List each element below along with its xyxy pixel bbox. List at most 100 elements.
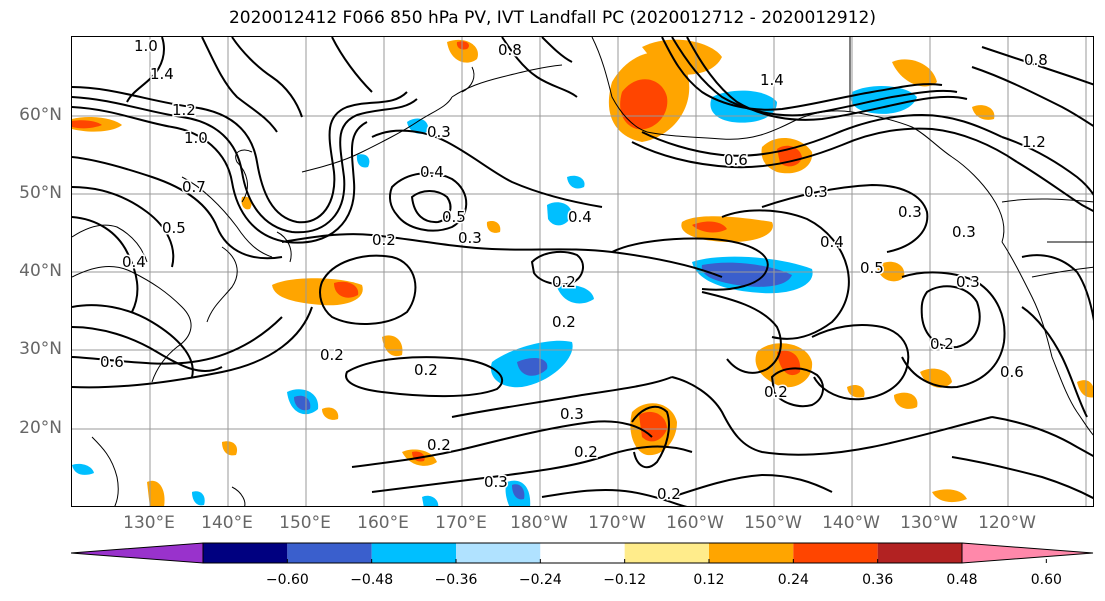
contour-label: 0.6 [724, 151, 748, 169]
contour-label: 0.3 [458, 229, 482, 247]
contour-label: 1.4 [150, 65, 174, 83]
negative-anomaly [407, 118, 429, 134]
contour-label: 0.3 [804, 183, 828, 201]
contour-label: 0.8 [1024, 51, 1048, 69]
colorbar-segment [709, 543, 794, 563]
lat-label: 40°N [19, 261, 62, 281]
contour-label: 1.4 [760, 71, 784, 89]
lat-label: 60°N [19, 105, 62, 125]
colorbar-extend-low [71, 542, 204, 564]
positive-anomaly [322, 407, 339, 420]
lon-label: 140°E [201, 513, 253, 533]
colorbar-tick-label: −0.24 [518, 572, 562, 588]
lon-label: 160°E [357, 513, 409, 533]
colorbar-segment [540, 543, 625, 563]
contour-label: 0.3 [952, 223, 976, 241]
contour-label: 0.6 [1000, 363, 1024, 381]
map-canvas: 1.0 1.4 0.8 1.2 1.0 0.3 0.4 0.5 0.2 0.3 … [72, 37, 1093, 506]
negative-anomaly [422, 495, 439, 506]
positive-anomaly [241, 196, 252, 210]
lon-label: 130°E [123, 513, 175, 533]
contour-label: 0.3 [898, 203, 922, 221]
contour-label: 0.4 [122, 253, 146, 271]
colorbar-tick-label: −0.48 [350, 572, 394, 588]
negative-anomaly [356, 154, 370, 168]
colorbar-tick-label: 0.48 [946, 572, 978, 588]
contour-label: 0.4 [420, 163, 444, 181]
contour-label: 0.3 [484, 473, 508, 491]
contour-label: 0.5 [442, 208, 466, 226]
positive-anomaly [222, 441, 238, 456]
negative-anomaly [701, 262, 792, 287]
positive-anomaly [334, 281, 359, 298]
negative-anomaly [512, 484, 525, 500]
contour-label: 0.2 [764, 383, 788, 401]
positive-anomaly [639, 411, 667, 442]
contour-label: 0.2 [552, 313, 576, 331]
colorbar-tick-label: 0.60 [1030, 572, 1062, 588]
lon-label: 120°W [978, 513, 1036, 533]
contour-label: 0.2 [930, 335, 954, 353]
colorbar-segment [287, 543, 372, 563]
colorbar [71, 542, 1094, 564]
colorbar-outline [202, 542, 963, 564]
positive-anomaly [1077, 380, 1093, 398]
negative-anomaly [192, 491, 205, 506]
contour-label: 0.4 [820, 233, 844, 251]
colorbar-segment [371, 543, 456, 563]
contour-label: 0.2 [574, 443, 598, 461]
negative-anomaly [567, 175, 585, 189]
contour-label: 0.4 [568, 208, 592, 226]
negative-anomaly [557, 285, 594, 304]
contour-label: 0.3 [427, 123, 451, 141]
contour-label: 0.2 [414, 361, 438, 379]
positive-anomaly [642, 39, 722, 75]
lon-label: 150°W [744, 513, 802, 533]
positive-anomaly [847, 385, 865, 398]
chart-title: 2020012412 F066 850 hPa PV, IVT Landfall… [228, 8, 876, 28]
contour-label: 0.2 [320, 346, 344, 364]
contour-label: 0.5 [162, 219, 186, 237]
positive-anomaly [456, 41, 469, 50]
contour-label: 0.5 [860, 259, 884, 277]
contour-label: 0.6 [100, 353, 124, 371]
colorbar-tick-label: 0.24 [777, 572, 809, 588]
colorbar-segment [793, 543, 878, 563]
positive-anomaly [932, 489, 967, 503]
colorbar-tick-label: 0.36 [862, 572, 894, 588]
positive-anomaly [486, 221, 501, 233]
colorbar-tick-label: 0.12 [693, 572, 725, 588]
contour-label: 0.2 [372, 231, 396, 249]
negative-anomaly [72, 463, 94, 475]
positive-anomaly [972, 105, 995, 120]
lon-label: 150°E [279, 513, 331, 533]
positive-anomaly [620, 79, 668, 130]
positive-anomaly [72, 120, 102, 129]
lon-label: 160°W [666, 513, 724, 533]
contour-label: 0.8 [498, 41, 522, 59]
positive-anomaly [147, 480, 165, 506]
positive-anomaly [692, 221, 727, 233]
colorbar-segment [624, 543, 709, 563]
lon-label: 130°W [900, 513, 958, 533]
contour-label: 0.2 [427, 436, 451, 454]
positive-anomaly [382, 335, 403, 357]
contour-label: 1.0 [134, 37, 158, 55]
contour-label: 0.3 [956, 273, 980, 291]
contour-label-group: 1.0 1.4 0.8 1.2 1.0 0.3 0.4 0.5 0.2 0.3 … [99, 37, 1050, 505]
contour-label: 1.2 [1022, 133, 1046, 151]
lat-label: 30°N [19, 339, 62, 359]
contour-label: 0.3 [560, 405, 584, 423]
contour-label: 0.2 [657, 485, 681, 503]
colorbar-segment [456, 543, 541, 563]
contour-label: 1.2 [172, 101, 196, 119]
colorbar-extend-high [961, 542, 1094, 564]
colorbar-segment [877, 543, 962, 563]
map-panel: 1.0 1.4 0.8 1.2 1.0 0.3 0.4 0.5 0.2 0.3 … [71, 36, 1094, 507]
positive-anomaly [892, 59, 937, 87]
colorbar-tick-label: −0.60 [265, 572, 309, 588]
contour-label: 0.7 [182, 178, 206, 196]
lat-label: 50°N [19, 183, 62, 203]
colorbar-tick-label: −0.36 [434, 572, 478, 588]
positive-anomaly [894, 392, 918, 409]
